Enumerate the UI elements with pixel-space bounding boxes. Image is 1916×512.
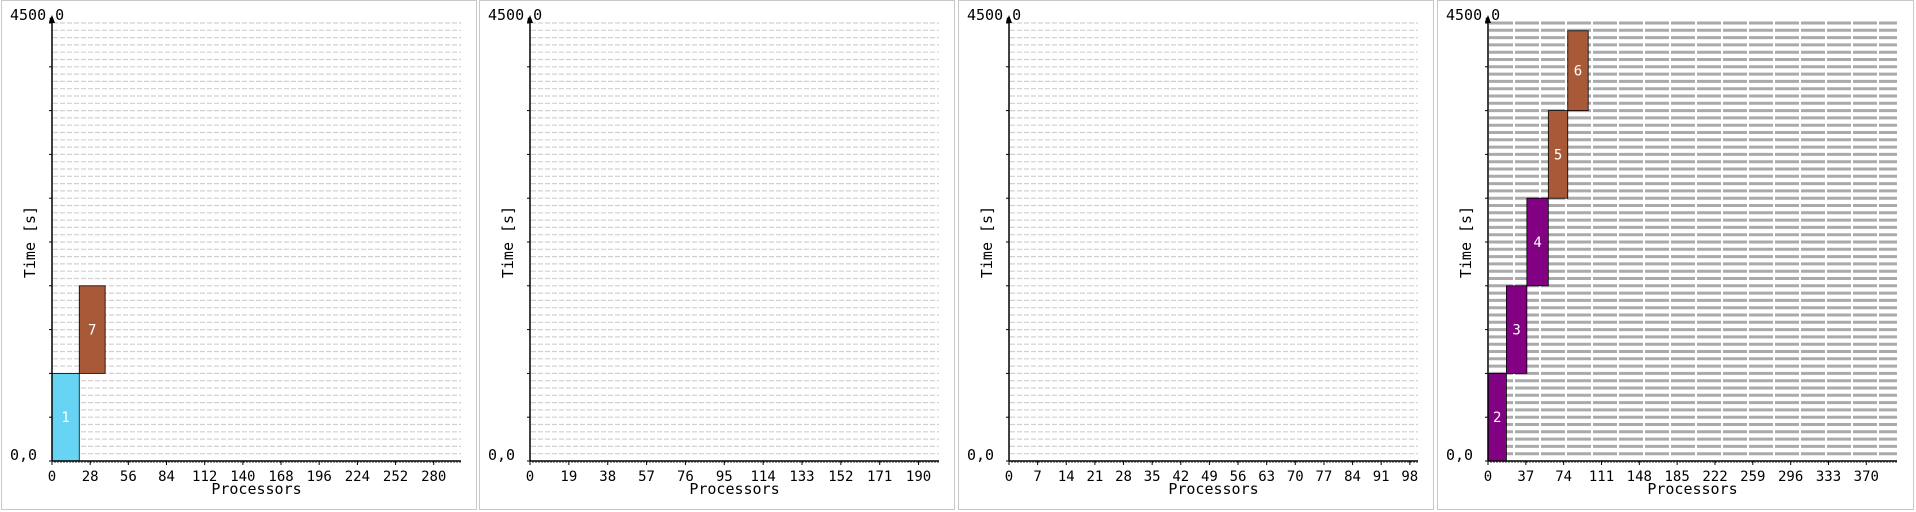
x-tick-label: 74 — [1555, 469, 1572, 485]
y-axis-label: Time [s] — [499, 206, 517, 278]
y-top-label: 4500,0 — [488, 6, 542, 24]
x-tick-label: 280 — [421, 469, 446, 485]
x-tick-label: 152 — [828, 469, 853, 485]
x-tick-label: 0 — [526, 469, 534, 485]
x-tick-label: 56 — [1230, 469, 1247, 485]
gantt-panel-4: 2 3 4 5 6 0 37 74 111 148 185 222 259 296 333 370 4500,0… — [1437, 0, 1914, 510]
x-tick-label: 77 — [1316, 469, 1333, 485]
x-tick-label: 185 — [1665, 469, 1690, 485]
x-tick-label: 38 — [599, 469, 616, 485]
y-bottom-label: 0,0 — [10, 446, 37, 464]
y-axis-arrow — [1485, 15, 1491, 23]
x-tick-label: 49 — [1201, 469, 1218, 485]
x-tick-label: 70 — [1287, 469, 1304, 485]
x-tick-label: 7 — [1033, 469, 1041, 485]
job-bar — [1506, 285, 1528, 374]
x-tick-label: 259 — [1740, 469, 1765, 485]
job-bar — [1526, 197, 1549, 287]
x-tick-label: 0 — [1484, 469, 1492, 485]
job-label: 1 — [61, 410, 69, 426]
job-label: 3 — [1512, 323, 1520, 339]
gantt-panel-2: 0 19 38 57 76 95 114 133 152 171 190 4500,0 0,0 Proce… — [479, 0, 955, 510]
y-top-label: 4500,0 — [10, 6, 64, 24]
x-tick-label: 222 — [1702, 469, 1727, 485]
gantt-panel-3: 0 7 14 21 28 35 42 49 56 63 70 77 84 91 98 4500,0 0,0 Pro… — [958, 0, 1434, 510]
x-tick-label: 252 — [383, 469, 408, 485]
job-bar — [78, 285, 106, 374]
x-tick-label: 333 — [1816, 469, 1841, 485]
job-label: 2 — [1493, 410, 1501, 426]
x-tick-label: 84 — [1344, 469, 1361, 485]
x-tick-label: 0 — [1005, 469, 1013, 485]
y-axis-arrow — [527, 15, 533, 23]
job-label: 5 — [1554, 147, 1562, 163]
y-top-label: 4500,0 — [967, 6, 1021, 24]
grid — [531, 22, 939, 455]
x-axis-label: Processors — [1168, 480, 1258, 498]
x-tick-label: 91 — [1373, 469, 1390, 485]
gantt-chart-1: 1 7 0 28 56 84 112 140 168 196 224 252 280 4500,0 0,0 P… — [10, 6, 461, 498]
x-tick-label: 14 — [1058, 469, 1075, 485]
x-tick-label: 196 — [307, 469, 332, 485]
gantt-chart-4: 2 3 4 5 6 0 37 74 111 148 185 222 259 296 333 370 4500,0… — [1446, 6, 1897, 498]
x-tick-label: 171 — [867, 469, 892, 485]
y-bottom-label: 0,0 — [967, 446, 994, 464]
x-tick-label: 37 — [1517, 469, 1534, 485]
gantt-chart-3: 0 7 14 21 28 35 42 49 56 63 70 77 84 91 98 4500,0 0,0 Pro… — [967, 6, 1418, 498]
x-tick-label: 57 — [638, 469, 655, 485]
y-top-label: 4500,0 — [1446, 6, 1500, 24]
x-tick-label: 63 — [1258, 469, 1275, 485]
x-tick-label: 114 — [750, 469, 775, 485]
x-tick-label: 370 — [1854, 469, 1879, 485]
x-tick-label: 224 — [345, 469, 370, 485]
job-label: 4 — [1533, 235, 1541, 251]
job-bar — [1567, 30, 1589, 111]
y-axis-label: Time [s] — [21, 206, 39, 278]
x-tick-label: 76 — [677, 469, 694, 485]
y-axis-arrow — [1006, 15, 1012, 23]
y-axis-label: Time [s] — [978, 206, 996, 278]
x-tick-label: 148 — [1627, 469, 1652, 485]
x-tick-label: 28 — [1115, 469, 1132, 485]
x-tick-label: 19 — [560, 469, 577, 485]
x-tick-label: 35 — [1144, 469, 1161, 485]
x-tick-label: 56 — [120, 469, 137, 485]
x-tick-label: 98 — [1401, 469, 1418, 485]
x-tick-label: 140 — [230, 469, 255, 485]
x-tick-label: 28 — [82, 469, 99, 485]
y-axis-arrow — [49, 15, 55, 23]
x-tick-label: 42 — [1172, 469, 1189, 485]
x-axis-label: Processors — [1647, 480, 1737, 498]
x-tick-label: 84 — [158, 469, 175, 485]
grid — [53, 22, 461, 455]
x-tick-label: 296 — [1778, 469, 1803, 485]
x-tick-label: 112 — [192, 469, 217, 485]
x-tick-label: 133 — [789, 469, 814, 485]
gantt-panel-1: 1 7 0 28 56 84 112 140 168 196 224 252 280 4500,0 0,0 P… — [1, 0, 477, 510]
y-bottom-label: 0,0 — [488, 446, 515, 464]
gantt-chart-2: 0 19 38 57 76 95 114 133 152 171 190 4500,0 0,0 Proce… — [488, 6, 939, 498]
x-tick-label: 95 — [716, 469, 733, 485]
job-bar — [1547, 110, 1569, 199]
x-tick-label: 111 — [1589, 469, 1614, 485]
x-tick-label: 0 — [48, 469, 56, 485]
x-tick-label: 168 — [268, 469, 293, 485]
y-axis-label: Time [s] — [1457, 206, 1475, 278]
x-tick-label: 190 — [906, 469, 931, 485]
grid — [1489, 21, 1897, 456]
job-label: 6 — [1574, 64, 1582, 80]
x-tick-label: 21 — [1086, 469, 1103, 485]
y-bottom-label: 0,0 — [1446, 446, 1473, 464]
x-axis-label: Processors — [689, 480, 779, 498]
job-label: 7 — [88, 323, 96, 339]
x-axis-label: Processors — [211, 480, 301, 498]
grid — [1010, 22, 1418, 455]
